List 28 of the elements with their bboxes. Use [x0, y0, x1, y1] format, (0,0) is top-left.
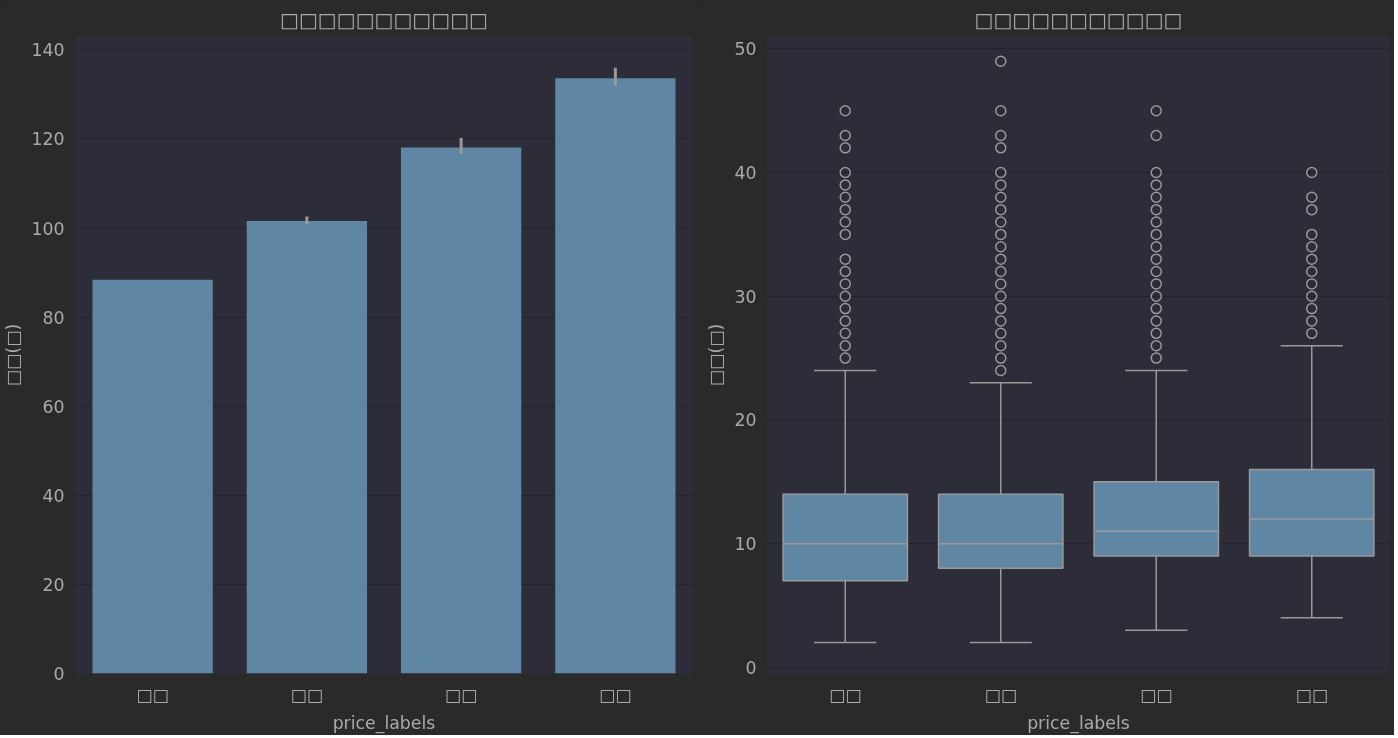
y-tick-label: 0	[53, 664, 65, 684]
y-tick-label: 0	[745, 657, 757, 678]
y-tick-label: 100	[31, 218, 65, 239]
x-tick-label: □□	[290, 684, 324, 705]
y-axis-title: □□(□)	[706, 323, 727, 387]
y-tick-label: 20	[42, 574, 65, 595]
chart-title: □□□□□□□□□□□	[280, 7, 488, 32]
x-tick-label: □□	[136, 684, 169, 705]
x-tick-label: □□	[828, 684, 862, 705]
x-tick-label: □□	[1295, 684, 1329, 705]
chart-title: □□□□□□□□□□□	[974, 7, 1183, 32]
y-tick-label: 120	[31, 129, 65, 150]
y-tick-label: 80	[42, 307, 65, 328]
y-tick-label: 50	[734, 39, 757, 60]
y-tick-label: 60	[42, 396, 65, 417]
y-tick-label: 10	[734, 534, 757, 555]
y-tick-label: 20	[734, 410, 757, 431]
x-tick-label: □□	[984, 684, 1018, 705]
x-axis-title: price_labels	[332, 712, 436, 734]
y-tick-label: 30	[734, 286, 757, 307]
x-tick-label: □□	[599, 684, 632, 705]
y-tick-label: 140	[31, 40, 65, 61]
x-axis-title: price_labels	[1027, 712, 1130, 734]
x-tick-label: □□	[444, 684, 478, 705]
x-tick-label: □□	[1139, 684, 1173, 705]
y-tick-label: 40	[734, 163, 757, 184]
y-axis-title: □□(□)	[3, 323, 24, 387]
y-tick-label: 40	[42, 485, 65, 506]
